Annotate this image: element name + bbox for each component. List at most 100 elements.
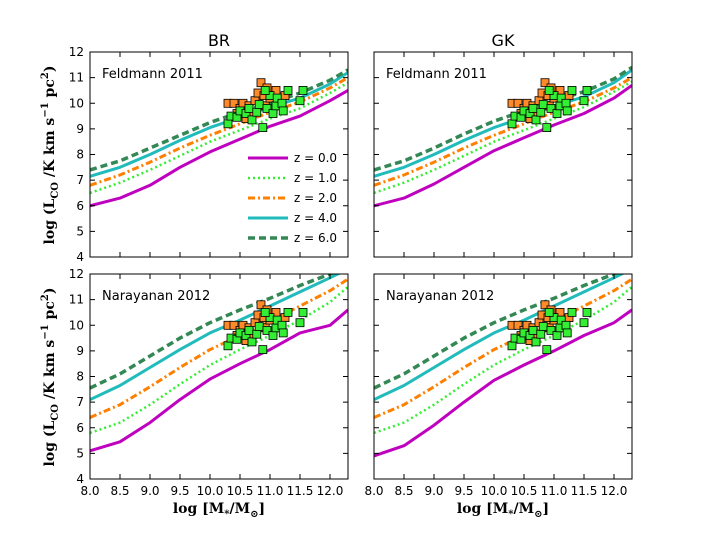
x-tick-label-r1c1-4: 10.0 (481, 484, 508, 498)
series-z-0-0-line-r1c0 (90, 308, 348, 453)
observation-green-point-r1c1-9 (542, 345, 552, 355)
observation-green-point-r1c0-7 (252, 329, 262, 339)
y-tick-label-r1c0-5: 9 (76, 344, 84, 358)
annotation-narayanan-br: Narayanan 2012 (102, 289, 210, 304)
observation-green-point-r0c0-9 (258, 123, 268, 132)
series-z-6-0-line-r0c0 (90, 68, 348, 172)
series-z-1-0-line-r0c1 (374, 80, 632, 195)
x-tick-label-r1c0-5: 10.5 (227, 484, 254, 498)
plot-area-r1c0 (90, 274, 348, 453)
observation-green-point-r1c0-6 (247, 337, 257, 347)
observation-green-point-r0c0-15 (277, 98, 287, 108)
x-tick-label-r1c1-2: 9.0 (424, 484, 443, 498)
x-tick-label-r1c0-2: 9.0 (140, 484, 159, 498)
observation-orange-point-r1c1-1 (513, 320, 523, 330)
series-z-0-0-line-r1c1 (374, 308, 632, 458)
plot-area-r1c1 (374, 274, 632, 458)
series-z-6-0-line-r1c0 (90, 274, 335, 390)
y-tick-label-r0c0-7: 11 (69, 71, 84, 85)
observation-orange-point-r0c0-1 (229, 98, 239, 108)
observation-orange-point-r1c0-1 (229, 320, 239, 330)
y-tick-label-r1c0-1: 5 (76, 446, 84, 460)
observation-green-point-r1c0-5 (244, 325, 254, 335)
legend-label-z-6-0: z = 6.0 (294, 231, 337, 245)
observation-green-point-r1c0-17 (295, 318, 305, 328)
y-axis-label-bottom: log (LCO /K km s−1 pc2) (40, 288, 61, 467)
x-tick-label-r1c1-5: 10.5 (511, 484, 538, 498)
series-z-2-0-line-r0c0 (90, 76, 348, 187)
x-tick-label-r1c1-1: 8.5 (394, 484, 413, 498)
x-tick-label-r1c1-8: 12.0 (601, 484, 628, 498)
y-tick-label-r0c0-6: 10 (69, 96, 84, 110)
observation-green-point-r0c1-8 (538, 100, 548, 109)
observation-green-point-r0c0-0 (223, 119, 233, 129)
x-tick-label-r1c0-0: 8.0 (80, 484, 99, 498)
observation-orange-point-r0c1-1 (513, 98, 523, 108)
observation-green-point-r1c1-0 (507, 341, 517, 351)
x-tick-label-r1c0-8: 12.0 (317, 484, 344, 498)
axes-frame-r0c1 (373, 51, 633, 258)
observation-green-point-r1c1-6 (531, 337, 541, 347)
y-tick-label-r1c0-0: 4 (76, 472, 84, 486)
observation-green-point-r0c0-5 (244, 104, 254, 113)
observation-green-point-r1c0-20 (278, 328, 288, 338)
observation-green-point-r1c0-19 (260, 307, 270, 317)
series-z-0-0-line-r0c0 (90, 89, 348, 208)
y-tick-label-r0c0-1: 5 (76, 224, 84, 238)
observation-green-point-r0c1-20 (562, 106, 572, 116)
observation-green-point-r0c1-7 (536, 107, 546, 117)
annotation-narayanan-gk: Narayanan 2012 (386, 289, 494, 304)
observation-green-point-r1c0-0 (223, 341, 233, 351)
observation-green-point-r0c0-8 (254, 100, 264, 109)
legend: z = 0.0 z = 1.0 z = 2.0 z = 4.0 z = 6.0 (248, 151, 337, 245)
observation-green-point-r0c0-16 (283, 86, 293, 95)
observation-green-point-r0c1-6 (531, 115, 541, 125)
observation-green-point-r1c1-18 (582, 307, 592, 317)
series-z-2-0-line-r0c1 (374, 76, 632, 187)
y-tick-label-r0c0-8: 12 (69, 45, 84, 59)
y-tick-label-r1c0-3: 7 (76, 395, 84, 409)
observation-green-point-r1c1-14 (556, 315, 566, 325)
observation-green-point-r1c0-18 (298, 307, 308, 317)
observation-green-point-r0c0-12 (268, 109, 278, 118)
observation-green-point-r0c0-20 (278, 106, 288, 116)
x-axis-label-left: log [M*/M⊙] (173, 501, 265, 520)
observation-green-point-r0c1-17 (579, 96, 589, 106)
column-title-br: BR (208, 31, 230, 50)
y-tick-label-r0c0-4: 8 (76, 148, 84, 162)
y-tick-label-r1c0-7: 11 (69, 293, 84, 307)
observation-green-point-r1c1-10 (546, 325, 556, 335)
plot-area-r0c1 (374, 65, 632, 208)
panel-feldmann-gk (373, 51, 633, 258)
legend-label-z-1-0: z = 1.0 (294, 171, 337, 185)
x-tick-label-r1c0-1: 8.5 (110, 484, 129, 498)
y-tick-label-r0c0-5: 9 (76, 122, 84, 136)
plot-area-r0c0 (90, 68, 348, 208)
observation-green-point-r1c1-16 (567, 307, 577, 317)
observation-green-point-r0c0-7 (252, 107, 262, 117)
observation-green-point-r1c0-8 (254, 322, 264, 331)
column-title-gk: GK (492, 31, 515, 50)
x-tick-label-r1c0-3: 9.5 (170, 484, 189, 498)
observation-green-point-r0c1-10 (546, 104, 556, 113)
series-z-1-0-line-r0c0 (90, 81, 348, 195)
observation-green-point-r0c1-14 (556, 93, 566, 103)
observation-green-point-r1c0-10 (262, 325, 272, 335)
y-tick-label-r0c0-0: 4 (76, 250, 84, 264)
legend-label-z-4-0: z = 4.0 (294, 211, 337, 225)
observation-green-point-r0c0-14 (272, 93, 282, 103)
observation-green-point-r1c1-17 (579, 318, 589, 328)
observation-green-point-r1c0-9 (258, 345, 268, 355)
observation-green-point-r0c1-0 (507, 119, 517, 129)
observation-green-point-r0c1-15 (561, 98, 571, 108)
y-tick-label-r1c0-2: 6 (76, 421, 84, 435)
x-tick-label-r1c1-3: 9.5 (454, 484, 473, 498)
panel-narayanan-br: 8.0 8.5 9.0 9.5 10.0 10.5 11.0 11.5 12.0 4 5 6 7 8 9 10… (69, 267, 349, 498)
y-axis-label-top: log (LCO /K km s−1 pc2) (40, 66, 61, 245)
series-z-6-0-line-r1c1 (374, 274, 619, 390)
series-z-6-0-line-r0c1 (374, 65, 632, 172)
observation-green-point-r1c0-14 (272, 315, 282, 325)
panel-feldmann-br: 4 5 6 7 8 9 10 11 12 (69, 45, 349, 264)
x-tick-label-r1c1-0: 8.0 (364, 484, 383, 498)
annotation-feldmann-gk: Feldmann 2011 (386, 67, 487, 82)
